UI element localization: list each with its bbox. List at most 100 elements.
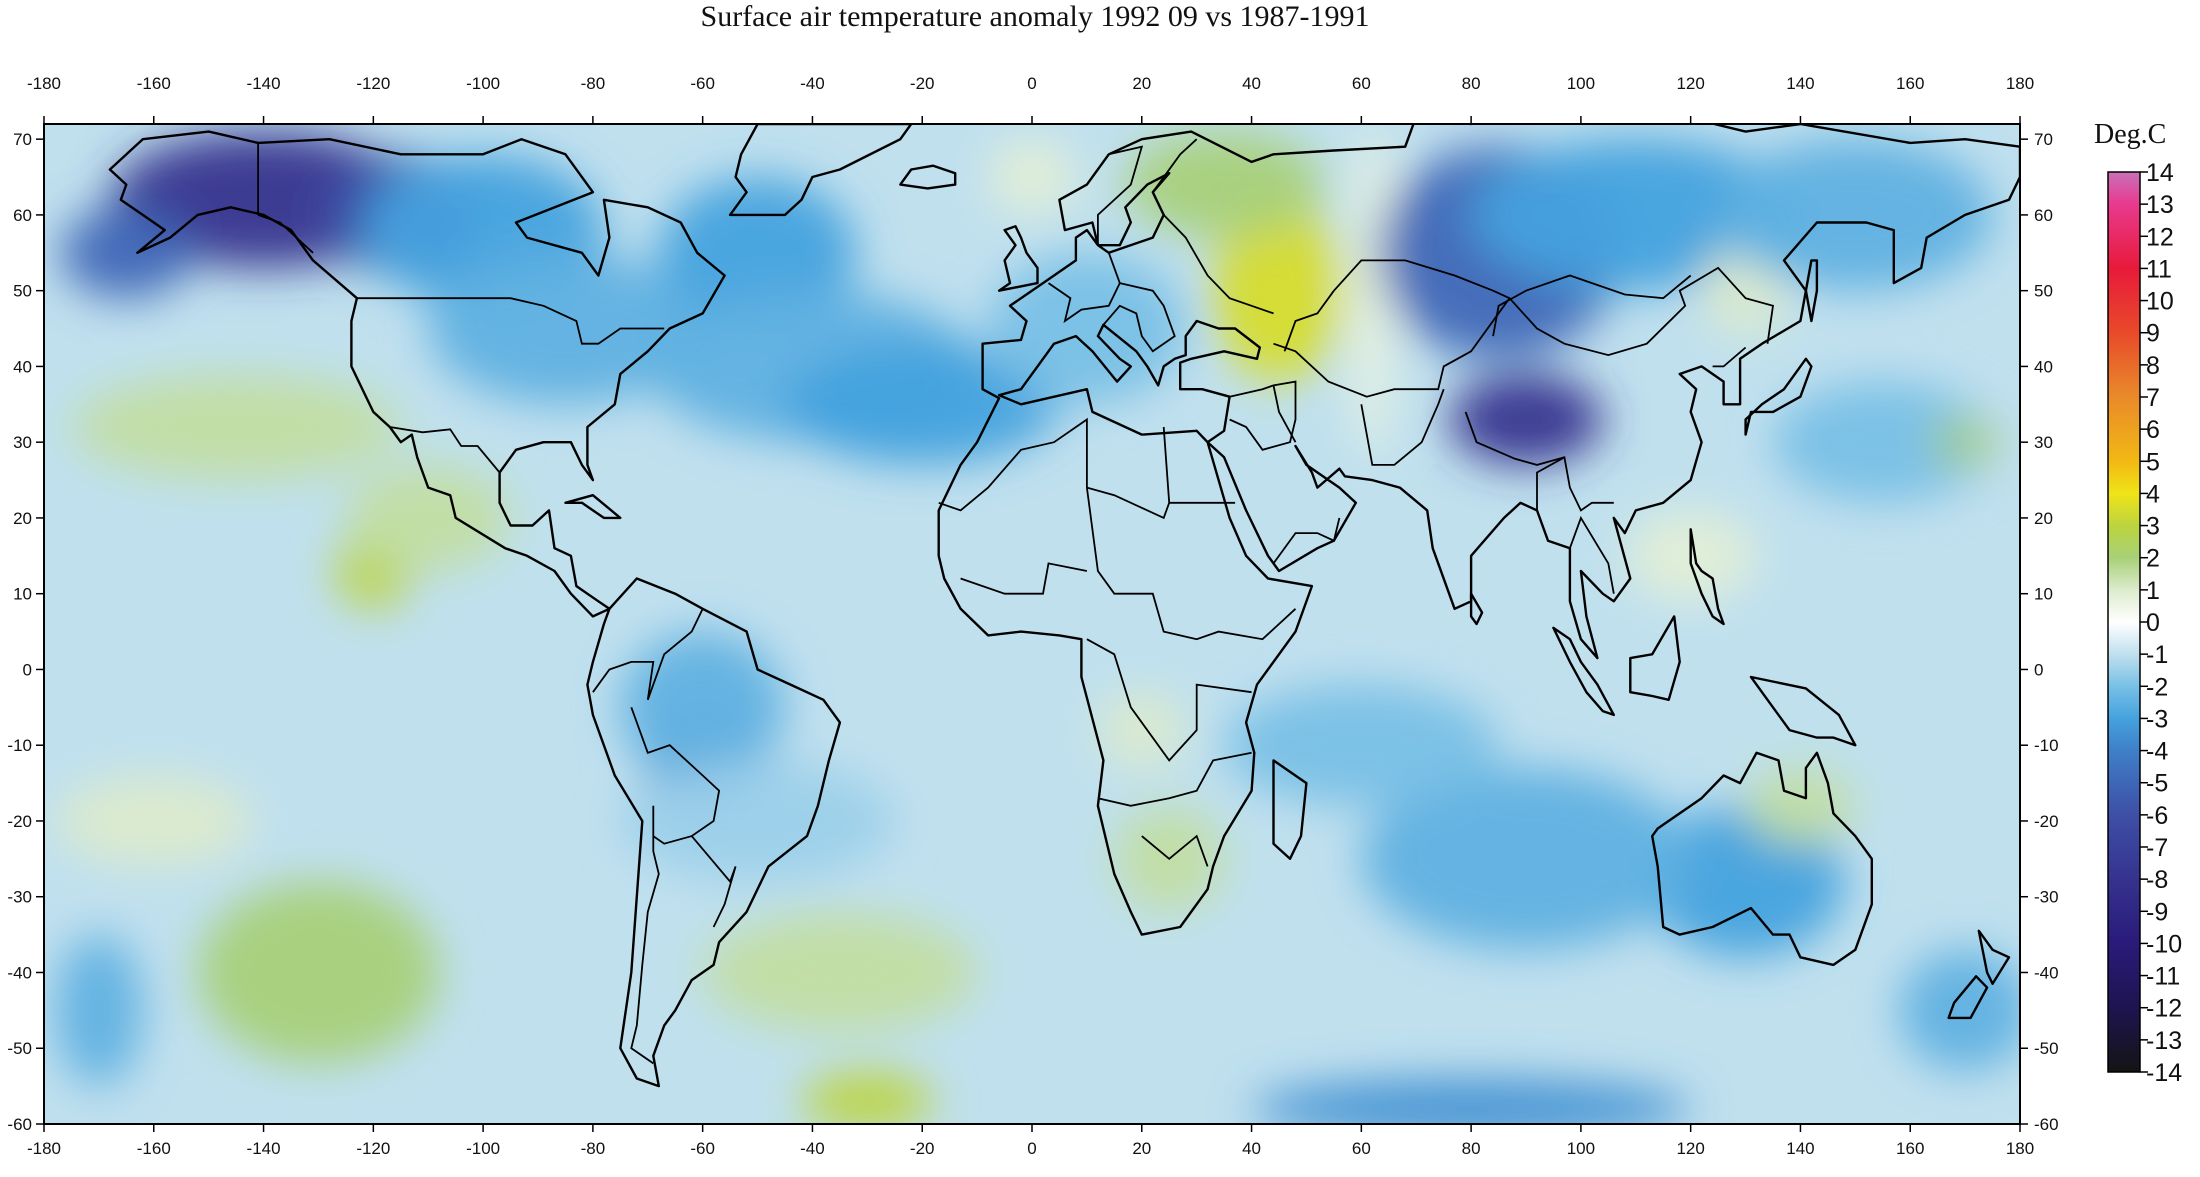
lat-label-left: -40 (7, 963, 32, 982)
colorbar-unit-label: Deg.C (2094, 119, 2166, 150)
colorbar-tick-label: -7 (2146, 834, 2168, 862)
lon-label-top: -60 (690, 74, 715, 93)
anomaly-blob-13 (1449, 374, 1603, 465)
lon-label-top: 120 (1676, 74, 1704, 93)
anomaly-blob-11 (1350, 124, 1395, 458)
anomaly-blob-39 (988, 139, 1076, 215)
anomaly-blob-14 (1471, 139, 1801, 291)
colorbar-tick-label: 9 (2146, 320, 2160, 348)
colorbar-strip (2107, 171, 2141, 1073)
coastline-10 (1749, 675, 1857, 747)
lon-label-top: 180 (2006, 74, 2034, 93)
lat-label-right: -20 (2034, 812, 2059, 831)
lon-label-bottom: -120 (356, 1139, 390, 1158)
coastline-2 (937, 124, 2020, 936)
lon-label-bottom: -140 (247, 1139, 281, 1158)
coastline-12 (1977, 929, 2011, 985)
country-borders (257, 138, 1775, 1065)
axis-ticks: -180-180-160-160-140-140-120-120-100-100… (7, 74, 2058, 1158)
border-29 (1283, 290, 1335, 352)
border-30 (1152, 138, 1198, 193)
lon-label-top: 140 (1786, 74, 1814, 93)
lon-label-bottom: 0 (1027, 1139, 1036, 1158)
lat-label-right: -40 (2034, 963, 2059, 982)
colorbar-tick-label: 12 (2146, 223, 2174, 251)
colorbar-tick-label: -12 (2146, 995, 2182, 1023)
lon-label-bottom: 100 (1567, 1139, 1595, 1158)
anomaly-blob-28 (801, 1070, 934, 1124)
lon-label-top: -20 (910, 74, 935, 93)
lon-label-bottom: 160 (1896, 1139, 1924, 1158)
border-26 (1712, 346, 1747, 368)
border-28 (1333, 259, 1510, 300)
anomaly-blob-17 (1773, 381, 1993, 503)
lon-label-top: -40 (800, 74, 825, 93)
border-17 (1102, 282, 1176, 353)
lat-label-right: 30 (2034, 433, 2053, 452)
colorbar-tick-label: 14 (2146, 159, 2174, 187)
lat-label-left: 30 (13, 433, 32, 452)
border-2 (356, 297, 665, 345)
anomaly-blob-25 (197, 881, 440, 1064)
lon-label-top: 0 (1027, 74, 1036, 93)
border-18 (1273, 266, 1775, 398)
lat-label-left: 0 (23, 660, 32, 679)
lat-label-right: -10 (2034, 736, 2059, 755)
anomaly-blob-27 (702, 911, 978, 1034)
border-11 (1086, 638, 1252, 762)
lat-label-left: 50 (13, 282, 32, 301)
colorbar-tick-label: -1 (2146, 641, 2168, 669)
lon-label-bottom: -160 (137, 1139, 171, 1158)
coastline-1 (586, 577, 842, 1088)
border-6 (630, 805, 660, 1065)
colorbar-tick-label: -13 (2146, 1027, 2182, 1055)
border-14 (960, 562, 1088, 595)
anomaly-blob-16 (1718, 139, 1993, 291)
border-27 (1492, 274, 1692, 337)
coastline-14 (1272, 759, 1308, 860)
lat-label-left: -30 (7, 888, 32, 907)
anomaly-blob-22 (345, 464, 511, 571)
border-8 (938, 417, 1171, 520)
colorbar: Deg.C 14131211109876543210-1-2-3-4-5-6-7… (2094, 119, 2182, 1087)
lon-label-bottom: 140 (1786, 1139, 1814, 1158)
colorbar-tick-label: -3 (2146, 705, 2168, 733)
lon-label-top: -140 (247, 74, 281, 93)
lat-label-left: -60 (7, 1115, 32, 1134)
lat-label-right: -30 (2034, 888, 2059, 907)
lat-label-left: -20 (7, 812, 32, 831)
lon-label-top: 20 (1132, 74, 1151, 93)
lat-label-left: 40 (13, 357, 32, 376)
border-22 (1360, 388, 1445, 466)
border-3 (389, 426, 501, 474)
colorbar-tick-label: 2 (2146, 545, 2160, 573)
coastline-3 (1651, 751, 1873, 967)
lon-label-bottom: 20 (1132, 1139, 1151, 1158)
coastline-8 (1552, 626, 1615, 717)
map-title: Surface air temperature anomaly 1992 09 … (700, 0, 1370, 33)
lon-label-bottom: -40 (800, 1139, 825, 1158)
lat-label-right: -60 (2034, 1115, 2059, 1134)
lat-label-right: 60 (2034, 206, 2053, 225)
coastline-17 (564, 494, 622, 520)
lon-label-bottom: -20 (910, 1139, 935, 1158)
coastline-6 (899, 164, 957, 190)
lat-label-left: 70 (13, 130, 32, 149)
colorbar-tick-label: -10 (2146, 930, 2182, 958)
anomaly-blob-36 (1899, 949, 2020, 1071)
anomaly-blob-33 (1361, 767, 1691, 950)
colorbar-tick-label: 10 (2146, 288, 2174, 316)
colorbar-tick-label: -2 (2146, 673, 2168, 701)
lon-label-top: 160 (1896, 74, 1924, 93)
border-13 (1141, 834, 1209, 867)
lon-label-bottom: 80 (1462, 1139, 1481, 1158)
colorbar-tick-label: 13 (2146, 191, 2174, 219)
lat-label-right: 0 (2034, 660, 2043, 679)
anomaly-field (54, 124, 2020, 1124)
colorbar-tick-label: -14 (2146, 1059, 2182, 1087)
lat-label-right: 10 (2034, 585, 2053, 604)
border-7 (592, 608, 704, 701)
colorbar-tick-label: -4 (2146, 738, 2168, 766)
lat-label-left: 20 (13, 509, 32, 528)
